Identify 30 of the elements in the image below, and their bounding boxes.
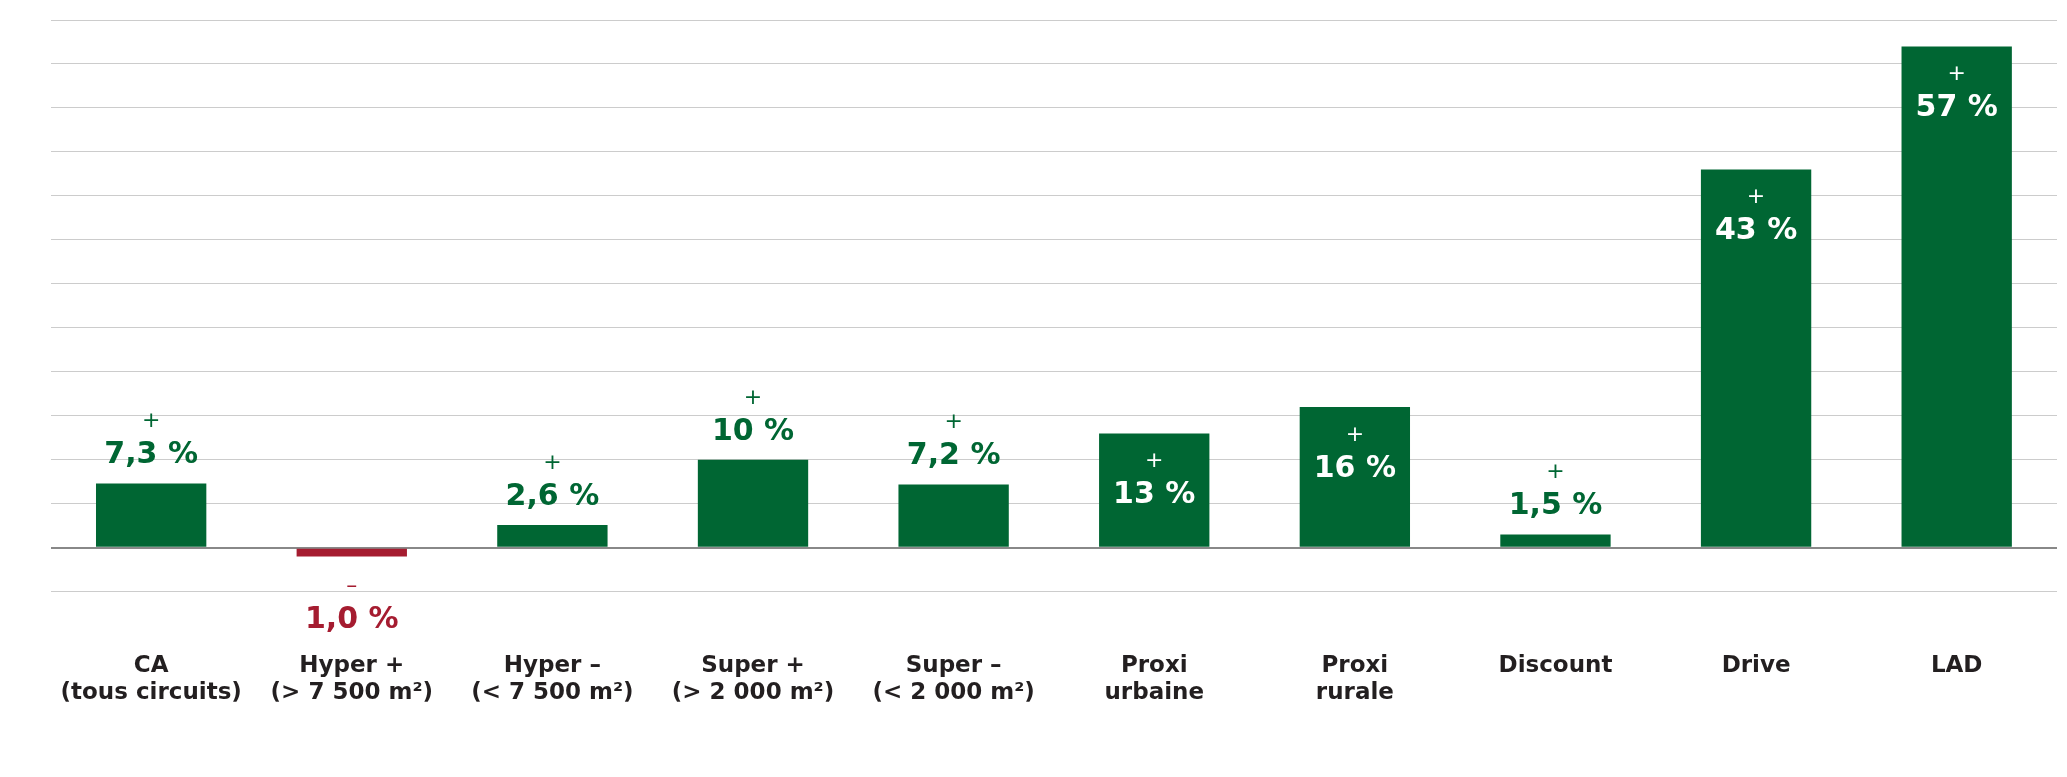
x-tick-label: Super – (< 2 000 m²) bbox=[872, 650, 1035, 705]
bar bbox=[1299, 407, 1411, 547]
data-label: + 13 % bbox=[1113, 447, 1196, 511]
x-tick-label: Proxi rurale bbox=[1315, 650, 1394, 705]
bar bbox=[96, 483, 207, 547]
x-tick-label: Super + (> 2 000 m²) bbox=[671, 650, 835, 705]
bar bbox=[1901, 46, 2012, 547]
data-label: – 1,0 % bbox=[304, 572, 399, 636]
bar bbox=[296, 548, 407, 557]
data-label: + 43 % bbox=[1714, 183, 1798, 247]
x-tick-label: CA (tous circuits) bbox=[60, 650, 242, 705]
data-label: + 1,5 % bbox=[1508, 458, 1603, 522]
bar bbox=[1700, 169, 1812, 547]
bar bbox=[1099, 433, 1210, 547]
bar bbox=[697, 459, 809, 547]
bar bbox=[1500, 534, 1611, 547]
data-label: + 10 % bbox=[711, 383, 795, 447]
bar bbox=[497, 524, 608, 547]
data-label: + 2,6 % bbox=[505, 448, 600, 512]
x-tick-label: Drive bbox=[1721, 650, 1791, 677]
x-tick-label: Discount bbox=[1498, 650, 1613, 677]
data-label: + 57 % bbox=[1915, 60, 1998, 124]
bar bbox=[898, 484, 1009, 547]
x-tick-label: LAD bbox=[1930, 650, 1983, 677]
data-label: + 7,2 % bbox=[906, 408, 1001, 472]
data-label: + 7,3 % bbox=[104, 407, 198, 471]
x-tick-label: Hyper + (> 7 500 m²) bbox=[270, 650, 433, 705]
x-tick-label: Hyper – (< 7 500 m²) bbox=[471, 650, 634, 705]
x-tick-label: Proxi urbaine bbox=[1104, 650, 1205, 705]
data-label: + 16 % bbox=[1313, 420, 1396, 484]
